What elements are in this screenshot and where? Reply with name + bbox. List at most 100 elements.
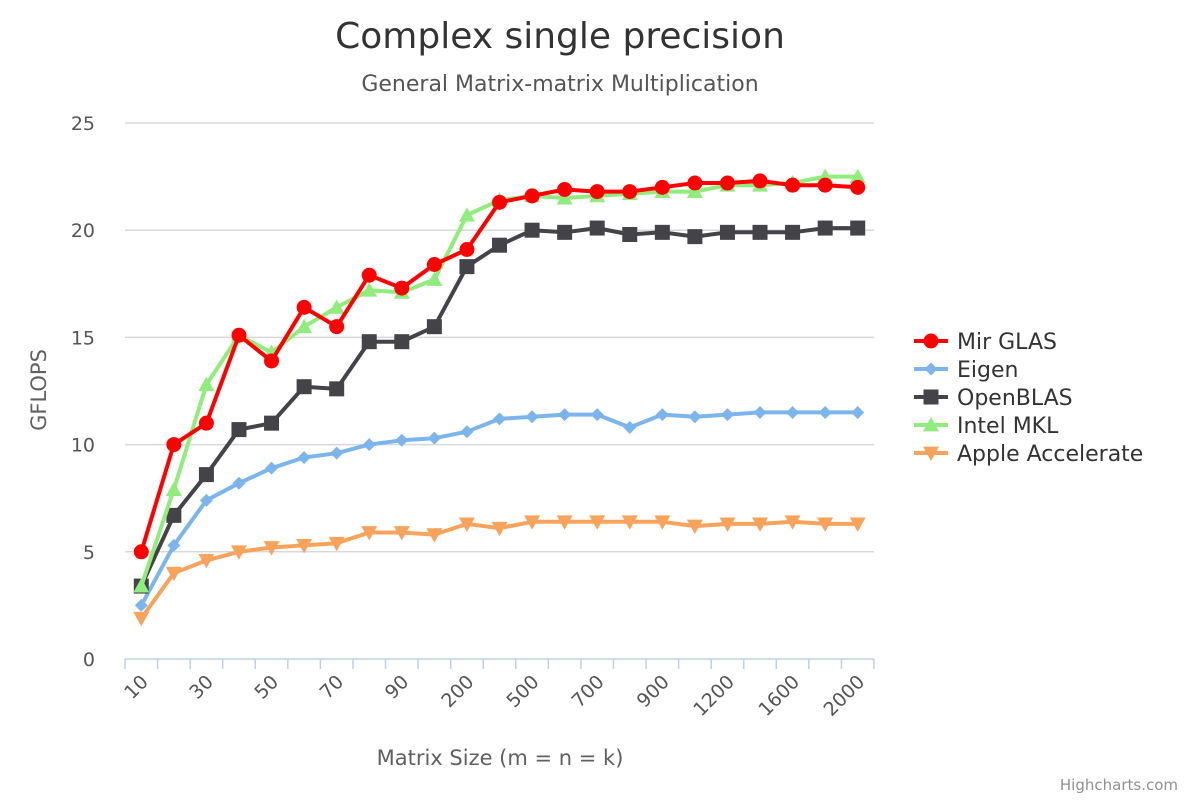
data-point-openblas[interactable]: [264, 415, 280, 431]
legend-marker[interactable]: [923, 417, 939, 432]
data-point-openblas[interactable]: [426, 319, 442, 335]
data-point-apple-accelerate[interactable]: [686, 519, 703, 535]
data-point-intel-mkl[interactable]: [296, 318, 313, 334]
data-point-eigen[interactable]: [525, 410, 539, 424]
data-point-mir-glas[interactable]: [492, 194, 507, 210]
data-point-apple-accelerate[interactable]: [230, 545, 247, 560]
data-point-mir-glas[interactable]: [426, 257, 442, 273]
data-point-intel-mkl[interactable]: [426, 271, 443, 286]
legend-item-eigen[interactable]: Eigen: [914, 358, 1018, 383]
data-point-openblas[interactable]: [198, 467, 214, 483]
data-point-intel-mkl[interactable]: [165, 481, 182, 497]
data-point-eigen[interactable]: [623, 420, 637, 434]
data-point-mir-glas[interactable]: [459, 241, 475, 257]
data-point-mir-glas[interactable]: [752, 173, 768, 189]
data-point-eigen[interactable]: [395, 433, 409, 447]
data-point-openblas[interactable]: [361, 334, 377, 350]
data-point-eigen[interactable]: [818, 405, 832, 419]
data-point-apple-accelerate[interactable]: [784, 515, 801, 530]
data-point-eigen[interactable]: [232, 476, 246, 490]
data-point-mir-glas[interactable]: [654, 179, 670, 195]
data-point-apple-accelerate[interactable]: [654, 515, 671, 530]
data-point-mir-glas[interactable]: [231, 327, 247, 343]
data-point-openblas[interactable]: [622, 226, 638, 242]
data-point-intel-mkl[interactable]: [133, 578, 150, 593]
legend-marker[interactable]: [924, 362, 938, 376]
credits[interactable]: Highcharts.com: [1060, 776, 1178, 794]
data-point-mir-glas[interactable]: [785, 177, 801, 193]
data-point-openblas[interactable]: [785, 224, 801, 240]
data-point-mir-glas[interactable]: [166, 437, 182, 453]
data-point-apple-accelerate[interactable]: [198, 553, 215, 569]
data-point-apple-accelerate[interactable]: [458, 517, 475, 532]
data-point-eigen[interactable]: [590, 408, 604, 422]
data-point-openblas[interactable]: [557, 224, 573, 240]
data-point-intel-mkl[interactable]: [458, 207, 475, 222]
data-point-apple-accelerate[interactable]: [752, 517, 769, 532]
data-point-intel-mkl[interactable]: [198, 376, 215, 391]
data-point-openblas[interactable]: [817, 220, 833, 236]
data-point-mir-glas[interactable]: [361, 267, 377, 283]
data-point-openblas[interactable]: [850, 220, 866, 236]
data-point-eigen[interactable]: [688, 410, 702, 424]
data-point-eigen[interactable]: [493, 412, 506, 426]
data-point-intel-mkl[interactable]: [361, 282, 378, 297]
data-point-mir-glas[interactable]: [198, 415, 214, 431]
data-point-eigen[interactable]: [460, 425, 474, 439]
data-point-eigen[interactable]: [753, 405, 767, 419]
data-point-mir-glas[interactable]: [589, 184, 605, 200]
data-point-openblas[interactable]: [752, 224, 768, 240]
data-point-intel-mkl[interactable]: [686, 183, 703, 199]
data-point-openblas[interactable]: [394, 334, 410, 350]
data-point-apple-accelerate[interactable]: [296, 538, 313, 554]
data-point-apple-accelerate[interactable]: [263, 541, 280, 556]
data-point-mir-glas[interactable]: [850, 179, 866, 195]
data-point-openblas[interactable]: [492, 237, 507, 253]
data-point-intel-mkl[interactable]: [556, 190, 573, 205]
data-point-mir-glas[interactable]: [817, 177, 833, 193]
data-point-apple-accelerate[interactable]: [393, 526, 410, 541]
data-point-apple-accelerate[interactable]: [556, 515, 573, 530]
data-point-eigen[interactable]: [427, 431, 441, 445]
data-point-openblas[interactable]: [329, 381, 345, 397]
legend-item-mir-glas[interactable]: Mir GLAS: [914, 330, 1057, 355]
data-point-apple-accelerate[interactable]: [524, 515, 541, 530]
legend-marker[interactable]: [923, 333, 939, 349]
data-point-eigen[interactable]: [558, 408, 572, 422]
data-point-mir-glas[interactable]: [622, 184, 638, 200]
data-point-eigen[interactable]: [655, 408, 669, 422]
data-point-openblas[interactable]: [296, 379, 312, 395]
data-point-eigen[interactable]: [167, 538, 181, 552]
data-point-openblas[interactable]: [719, 224, 735, 240]
data-point-apple-accelerate[interactable]: [133, 611, 150, 627]
data-point-mir-glas[interactable]: [264, 353, 280, 369]
data-point-apple-accelerate[interactable]: [621, 515, 638, 530]
data-point-apple-accelerate[interactable]: [328, 536, 345, 552]
data-point-mir-glas[interactable]: [719, 175, 735, 191]
data-point-mir-glas[interactable]: [687, 175, 703, 191]
data-point-openblas[interactable]: [687, 229, 703, 245]
data-point-mir-glas[interactable]: [394, 280, 410, 296]
data-point-apple-accelerate[interactable]: [719, 517, 736, 532]
data-point-intel-mkl[interactable]: [328, 299, 345, 314]
data-point-eigen[interactable]: [297, 450, 311, 464]
data-point-mir-glas[interactable]: [329, 319, 345, 335]
data-point-openblas[interactable]: [166, 507, 182, 523]
data-point-intel-mkl[interactable]: [849, 168, 866, 183]
data-point-mir-glas[interactable]: [133, 544, 149, 560]
legend-item-apple-accelerate[interactable]: Apple Accelerate: [914, 442, 1143, 467]
data-point-apple-accelerate[interactable]: [165, 566, 182, 582]
data-point-eigen[interactable]: [720, 408, 734, 422]
data-point-openblas[interactable]: [589, 220, 605, 236]
data-point-apple-accelerate[interactable]: [817, 517, 834, 532]
data-point-openblas[interactable]: [654, 224, 670, 240]
data-point-eigen[interactable]: [199, 493, 213, 507]
data-point-openblas[interactable]: [524, 222, 540, 238]
data-point-eigen[interactable]: [265, 461, 279, 475]
data-point-apple-accelerate[interactable]: [589, 515, 606, 530]
data-point-openblas[interactable]: [231, 422, 247, 438]
data-point-eigen[interactable]: [786, 405, 800, 419]
data-point-eigen[interactable]: [134, 598, 148, 612]
data-point-eigen[interactable]: [851, 405, 865, 419]
data-point-apple-accelerate[interactable]: [491, 521, 508, 537]
